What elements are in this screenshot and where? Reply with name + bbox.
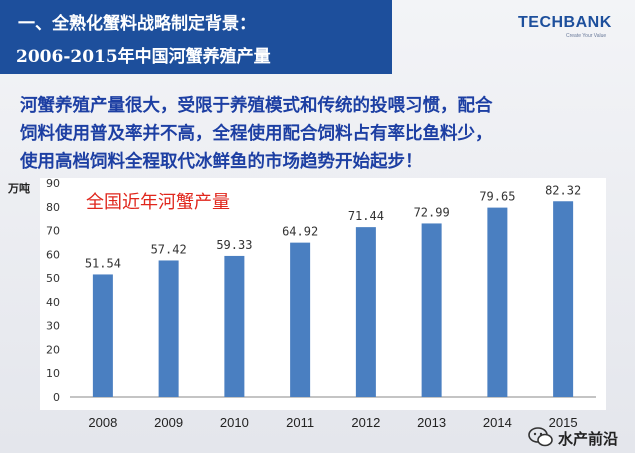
bar bbox=[158, 260, 179, 397]
header-title: 一、全熟化蟹料战略制定背景： bbox=[18, 14, 256, 34]
y-tick-label: 0 bbox=[53, 391, 60, 404]
bar bbox=[355, 227, 376, 397]
x-tick-label: 2014 bbox=[483, 415, 512, 430]
y-axis-unit-label: 万吨 bbox=[8, 182, 30, 195]
data-label: 71.44 bbox=[348, 209, 384, 223]
chart-title: 全国近年河蟹产量 bbox=[86, 192, 230, 213]
y-tick-label: 60 bbox=[46, 248, 60, 261]
y-tick-label: 30 bbox=[46, 320, 60, 333]
chart-panel bbox=[40, 178, 606, 410]
x-tick-label: 2009 bbox=[154, 415, 183, 430]
y-tick-label: 40 bbox=[46, 296, 60, 309]
data-label: 64.92 bbox=[282, 225, 318, 239]
bar bbox=[290, 242, 311, 397]
data-label: 57.42 bbox=[151, 242, 187, 256]
x-tick-label: 2008 bbox=[88, 415, 117, 430]
data-label: 82.32 bbox=[545, 183, 581, 197]
logo-text: TECHBANK bbox=[518, 14, 612, 31]
x-tick-label: 2011 bbox=[286, 415, 314, 430]
y-tick-label: 50 bbox=[46, 272, 60, 285]
x-tick-label: 2015 bbox=[549, 415, 578, 430]
header-subtitle: 2006-2015年中国河蟹养殖产量 bbox=[16, 47, 271, 67]
bar bbox=[421, 223, 442, 397]
y-tick-label: 70 bbox=[46, 225, 60, 238]
bar bbox=[487, 207, 508, 397]
x-tick-label: 2012 bbox=[351, 415, 380, 430]
x-tick-label: 2010 bbox=[220, 415, 249, 430]
x-tick-label: 2013 bbox=[417, 415, 446, 430]
data-label: 79.65 bbox=[479, 190, 515, 204]
techbank-logo: TECHBANK Create Your Value bbox=[518, 14, 618, 44]
bar bbox=[92, 274, 113, 397]
header-banner: 一、全熟化蟹料战略制定背景： 2006-2015年中国河蟹养殖产量 bbox=[0, 0, 392, 74]
y-tick-label: 80 bbox=[46, 201, 60, 214]
headline-line-2: 饲料使用普及率并不高，全程使用配合饲料占有率比鱼料少， bbox=[20, 124, 493, 144]
data-label: 72.99 bbox=[414, 205, 450, 219]
y-tick-label: 90 bbox=[46, 177, 60, 190]
y-tick-label: 10 bbox=[46, 367, 60, 380]
headline-line-3: 使用高档饲料全程取代冰鲜鱼的市场趋势开始起步！ bbox=[20, 152, 423, 172]
bar bbox=[553, 201, 574, 397]
data-label: 59.33 bbox=[216, 238, 252, 252]
watermark: 水产前沿 bbox=[528, 426, 632, 450]
data-label: 51.54 bbox=[85, 256, 121, 270]
wechat-icon bbox=[528, 427, 553, 447]
y-tick-label: 20 bbox=[46, 343, 60, 356]
logo-tagline: Create Your Value bbox=[566, 33, 607, 39]
headline-line-1: 河蟹养殖产量很大，受限于养殖模式和传统的投喂习惯，配合 bbox=[20, 96, 493, 116]
watermark-text: 水产前沿 bbox=[558, 430, 619, 448]
bar bbox=[224, 255, 245, 397]
